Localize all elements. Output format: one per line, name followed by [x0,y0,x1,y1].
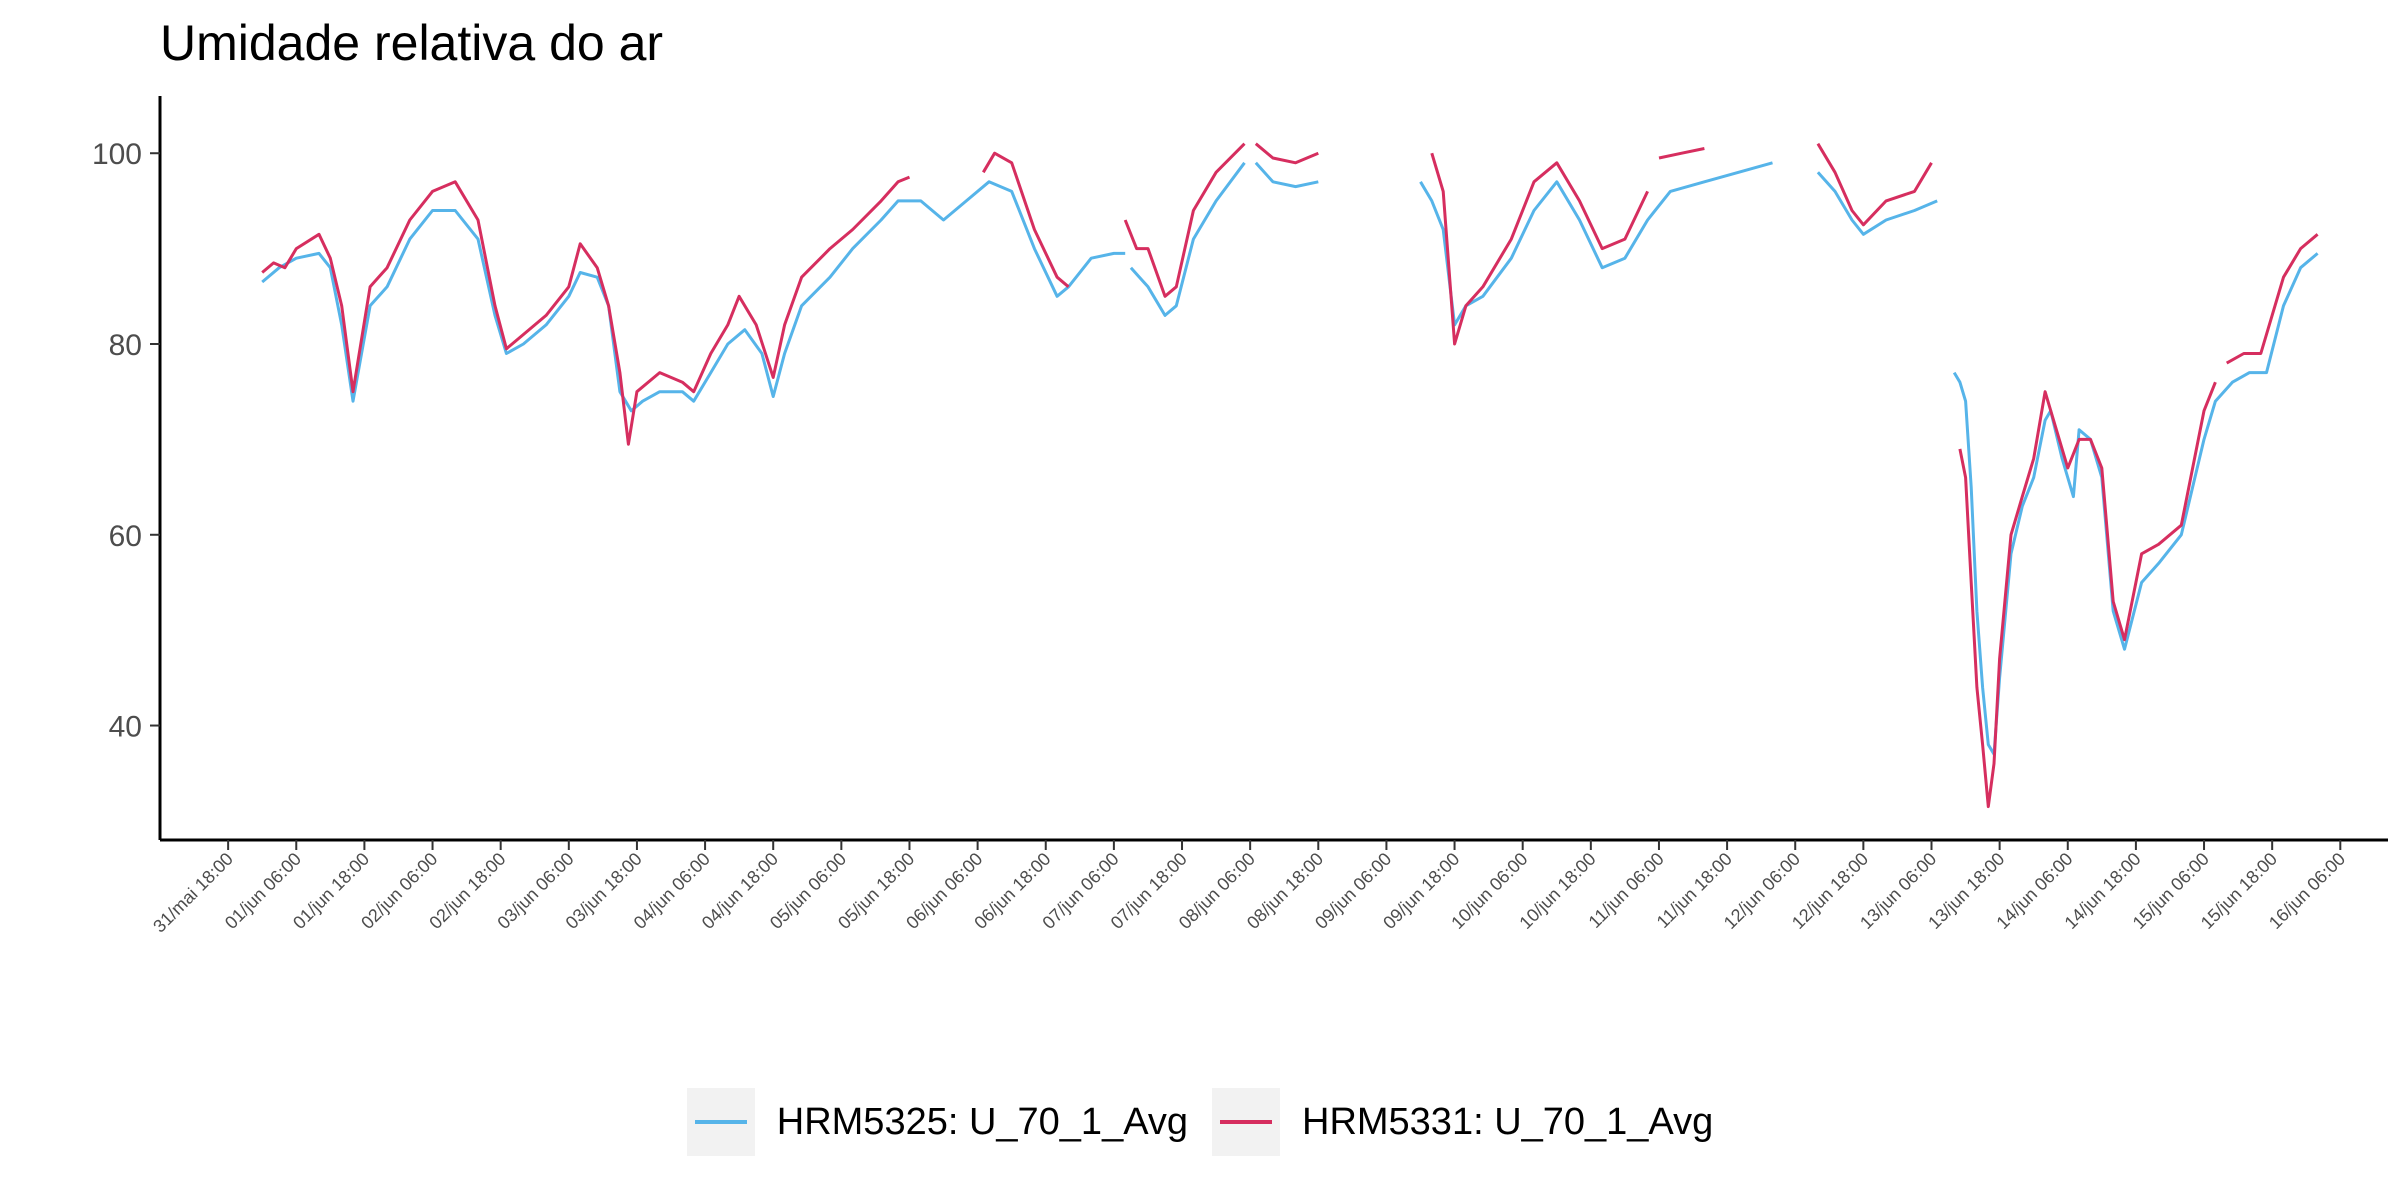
legend-label: HRM5331: U_70_1_Avg [1302,1100,1714,1143]
series-line-segment [1952,252,2319,756]
series-line-segment [1658,147,1705,160]
series-line-segment [1816,142,1933,227]
x-tick-label: 31/mai 18:00 [149,849,237,937]
series-line-segment [1419,161,1773,327]
series-line-segment [1430,152,1649,346]
y-tick-label: 100 [92,138,142,171]
legend-swatch [1220,1120,1272,1124]
legend: HRM5325: U_70_1_Avg HRM5331: U_70_1_Avg [0,1086,2400,1158]
series-line-segment [2225,233,2319,365]
series-line-segment [1129,161,1246,317]
series-line-segment [261,175,911,446]
legend-key [686,1088,755,1156]
series-line-segment [982,151,1070,288]
series-2 [261,142,2319,809]
y-tick-label: 60 [109,520,142,553]
series-line-segment [1958,381,2217,809]
legend-item: HRM5331: U_70_1_Avg [1212,1088,1713,1156]
series-1 [261,161,2319,756]
series-line-segment [1254,142,1319,165]
chart-title: Umidade relativa do ar [160,15,664,71]
legend-label: HRM5325: U_70_1_Avg [776,1100,1188,1143]
series-layer [261,142,2319,809]
series-line-segment [1254,161,1319,189]
series-line-segment [1123,142,1246,298]
y-tick-label: 80 [109,329,142,362]
legend-swatch [694,1120,747,1124]
series-line-segment [1816,171,1938,236]
legend-key [1212,1088,1280,1156]
legend-item: HRM5325: U_70_1_Avg [686,1088,1188,1156]
series-line-segment [261,180,1126,413]
y-tick-label: 40 [109,711,142,744]
